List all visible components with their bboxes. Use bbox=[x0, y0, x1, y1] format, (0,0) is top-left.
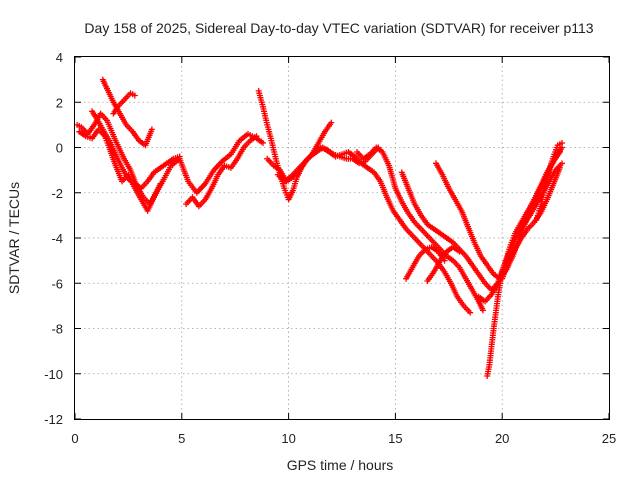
data-point bbox=[556, 164, 563, 171]
data-point bbox=[176, 153, 183, 160]
data-point bbox=[467, 309, 474, 316]
y-tick-label: 0 bbox=[56, 141, 63, 156]
plot-frame bbox=[74, 56, 610, 420]
tick-layer: 0 5 10 15 20 25 -12 -10 -8 -6 -4 -2 0 2 4 bbox=[44, 50, 616, 446]
data-point bbox=[157, 180, 164, 187]
y-axis-label: SDTVAR / TECUs bbox=[6, 182, 22, 294]
x-tick-label: 25 bbox=[602, 431, 616, 446]
data-track bbox=[89, 108, 183, 192]
data-track bbox=[99, 76, 155, 149]
grid-layer bbox=[75, 57, 609, 419]
data-point bbox=[559, 160, 566, 167]
y-tick-label: -12 bbox=[44, 412, 63, 427]
data-track bbox=[533, 139, 566, 223]
x-tick-label: 5 bbox=[178, 431, 185, 446]
data-point bbox=[479, 307, 486, 314]
chart-title: Day 158 of 2025, Sidereal Day-to-day VTE… bbox=[84, 20, 593, 36]
y-tick-label: 2 bbox=[56, 95, 63, 110]
data-track bbox=[403, 244, 448, 282]
data-layer bbox=[74, 76, 566, 379]
y-tick-label: -2 bbox=[51, 186, 63, 201]
data-track bbox=[424, 244, 463, 284]
data-track bbox=[484, 149, 563, 379]
data-point bbox=[456, 248, 463, 255]
y-tick-label: -4 bbox=[51, 231, 63, 246]
data-point bbox=[148, 126, 155, 133]
x-tick-label: 0 bbox=[71, 431, 78, 446]
data-track bbox=[499, 164, 563, 282]
x-tick-label: 10 bbox=[281, 431, 295, 446]
data-point bbox=[259, 139, 266, 146]
y-tick-label: 4 bbox=[56, 50, 63, 65]
x-axis-label: GPS time / hours bbox=[287, 457, 394, 473]
x-tick-label: 20 bbox=[495, 431, 509, 446]
data-track bbox=[110, 90, 138, 117]
y-tick-label: -8 bbox=[51, 322, 63, 337]
data-track bbox=[183, 133, 260, 210]
data-point bbox=[253, 133, 260, 140]
data-point bbox=[328, 119, 335, 126]
data-point bbox=[131, 92, 138, 99]
y-tick-label: -6 bbox=[51, 276, 63, 291]
y-tick-label: -10 bbox=[44, 367, 63, 382]
data-point bbox=[559, 139, 566, 146]
x-tick-label: 15 bbox=[388, 431, 402, 446]
